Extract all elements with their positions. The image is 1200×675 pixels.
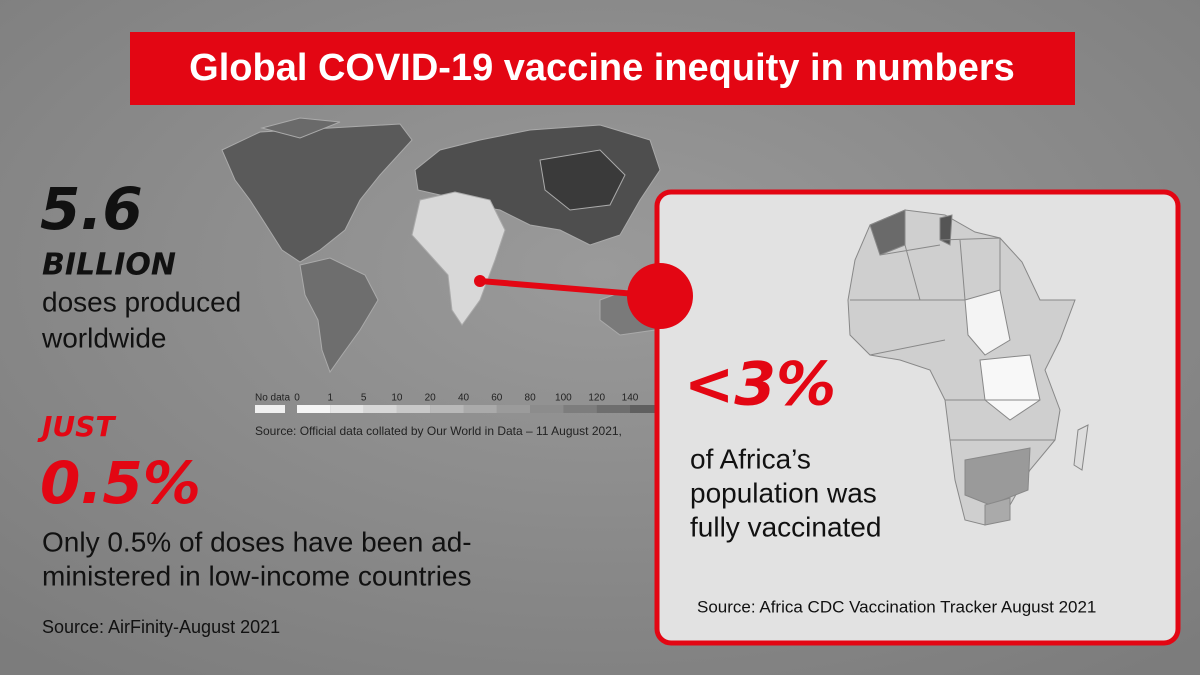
- legend-label: 20: [425, 393, 437, 404]
- connector-dot: [627, 263, 693, 329]
- legend-swatch: [363, 405, 397, 413]
- legend-swatch: [297, 405, 331, 413]
- stat-lead: JUST: [37, 410, 116, 443]
- map-legend: No data 0 1 5 10 20 40 60 80 100 120 140: [255, 393, 664, 413]
- source: Source: AirFinity-August 2021: [42, 617, 280, 637]
- legend-label: 120: [588, 393, 605, 404]
- legend-label: 80: [525, 393, 537, 404]
- legend-label: 1: [328, 393, 334, 404]
- stat-number: 5.6: [40, 175, 143, 243]
- legend-swatch: [396, 405, 431, 413]
- legend-swatch: [563, 405, 597, 413]
- africa-map: [847, 209, 1089, 526]
- source: Source: Africa CDC Vaccination Tracker A…: [697, 597, 1096, 616]
- panel-caption: of Africa’s: [690, 443, 811, 474]
- connector-dot: [474, 275, 486, 287]
- legend-swatch: [530, 405, 564, 413]
- legend-swatch: [255, 405, 285, 413]
- legend-label: 5: [361, 393, 367, 404]
- legend-label: 100: [555, 393, 572, 404]
- panel-caption: fully vaccinated: [690, 511, 881, 542]
- legend-label: 140: [622, 393, 639, 404]
- stat-caption: worldwide: [41, 322, 167, 353]
- stat-caption: Only 0.5% of doses have been ad-: [42, 526, 472, 557]
- title: Global COVID-19 vaccine inequity in numb…: [189, 47, 1015, 89]
- legend-label: 60: [491, 393, 503, 404]
- title-box: [130, 32, 1075, 105]
- stat-caption: doses produced: [42, 286, 241, 317]
- map-source: Source: Official data collated by Our Wo…: [255, 424, 622, 438]
- legend-no-data: No data: [255, 393, 290, 404]
- stat-caption: ministered in low-income countries: [42, 560, 472, 591]
- world-map: [221, 117, 661, 374]
- legend-label: 0: [294, 393, 300, 404]
- stat-number: 0.5%: [40, 449, 201, 517]
- legend-swatch: [596, 405, 630, 413]
- legend-swatch: [330, 405, 364, 413]
- panel-caption: population was: [690, 477, 877, 508]
- legend-swatch: [430, 405, 464, 413]
- legend-swatch: [463, 405, 497, 413]
- legend-label: 40: [458, 393, 470, 404]
- stat-unit: BILLION: [42, 248, 176, 283]
- legend-swatch: [630, 405, 664, 413]
- legend-swatch: [496, 405, 531, 413]
- panel-number: <3%: [684, 350, 836, 420]
- legend-label: 10: [391, 393, 403, 404]
